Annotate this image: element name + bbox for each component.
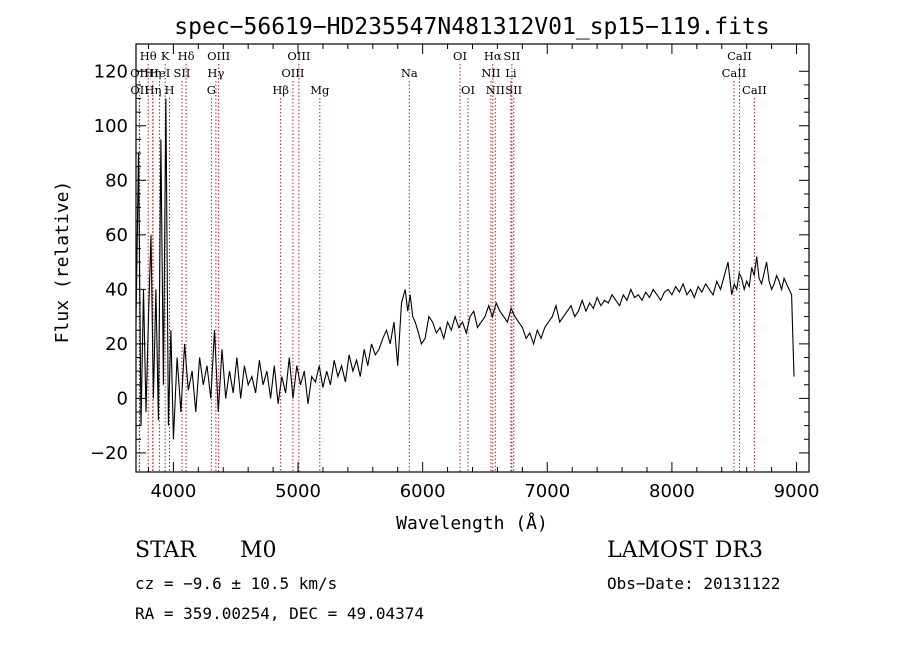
- y-tick-label-80: 80: [105, 170, 128, 191]
- line-marker-label-21: NII: [481, 66, 500, 80]
- line-marker-label-14: OIII: [287, 49, 310, 63]
- line-marker-label-11: Hγ: [207, 66, 224, 80]
- line-marker-label-10: OIII: [207, 49, 230, 63]
- line-marker-label-9: Hδ: [178, 49, 195, 63]
- object-class: STAR: [135, 538, 196, 563]
- line-marker-label-27: CaII: [722, 66, 747, 80]
- line-marker-label-5: K: [161, 49, 170, 63]
- line-marker-label-4: Hη: [144, 83, 161, 97]
- x-tick-label-8000: 8000: [649, 481, 695, 502]
- x-tick-label-9000: 9000: [774, 481, 820, 502]
- x-tick-label-7000: 7000: [524, 481, 570, 502]
- y-tick-label-100: 100: [94, 116, 128, 137]
- line-marker-label-22: NII: [486, 83, 505, 97]
- line-marker-label-13: Hβ: [272, 83, 289, 97]
- observation-date: Obs−Date: 20131122: [607, 574, 781, 593]
- plot-frame: [135, 43, 810, 473]
- y-axis-label: Flux (relative): [52, 181, 73, 344]
- axis-ticks: [136, 44, 809, 472]
- line-marker-label-17: Na: [401, 66, 418, 80]
- x-axis-label: Wavelength (Å): [396, 512, 548, 534]
- line-marker-label-24: Li: [505, 66, 517, 80]
- x-tick-label-6000: 6000: [400, 481, 446, 502]
- x-tick-labels: 4000 5000 6000 7000 8000 9000: [150, 481, 819, 502]
- line-markers: [138, 64, 755, 472]
- line-marker-label-12: G: [207, 83, 216, 97]
- line-marker-label-7: H: [165, 83, 175, 97]
- line-marker-label-28: CaII: [742, 83, 767, 97]
- object-subclass: M0: [240, 538, 277, 563]
- line-marker-label-23: SII: [503, 49, 520, 63]
- line-marker-label-15: OIII: [281, 66, 304, 80]
- x-tick-label-4000: 4000: [150, 481, 196, 502]
- line-marker-label-20: Hα: [484, 49, 502, 63]
- line-marker-label-26: CaII: [727, 49, 752, 63]
- spectrum-series-line: [135, 98, 795, 440]
- x-tick-label-5000: 5000: [275, 481, 321, 502]
- y-tick-label-60: 60: [105, 225, 128, 246]
- line-marker-label-1: OII: [130, 66, 149, 80]
- line-marker-label-16: Mg: [310, 83, 330, 97]
- y-tick-label-40: 40: [105, 279, 128, 300]
- line-marker-label-6: HeI: [149, 66, 170, 80]
- y-tick-label--20: −20: [90, 443, 128, 464]
- survey-name: LAMOST DR3: [607, 538, 763, 563]
- chart-title: spec−56619−HD235547N481312V01_sp15−119.f…: [174, 14, 769, 40]
- line-marker-label-0: Hθ: [140, 49, 157, 63]
- y-tick-labels: −20 0 20 40 60 80 100 120: [90, 61, 128, 464]
- line-marker-label-2: OII: [130, 83, 149, 97]
- line-marker-label-25: SII: [505, 83, 522, 97]
- line-marker-label-19: OI: [461, 83, 475, 97]
- y-tick-label-120: 120: [94, 61, 128, 82]
- line-marker-label-18: OI: [453, 49, 467, 63]
- redshift-readout: cz = −9.6 ± 10.5 km/s: [135, 574, 338, 593]
- coordinates-readout: RA = 359.00254, DEC = 49.04374: [135, 604, 424, 623]
- y-tick-label-20: 20: [105, 334, 128, 355]
- line-marker-label-8: SII: [174, 66, 191, 80]
- y-tick-label-0: 0: [117, 388, 128, 409]
- line-marker-label-3: Hη: [144, 66, 161, 80]
